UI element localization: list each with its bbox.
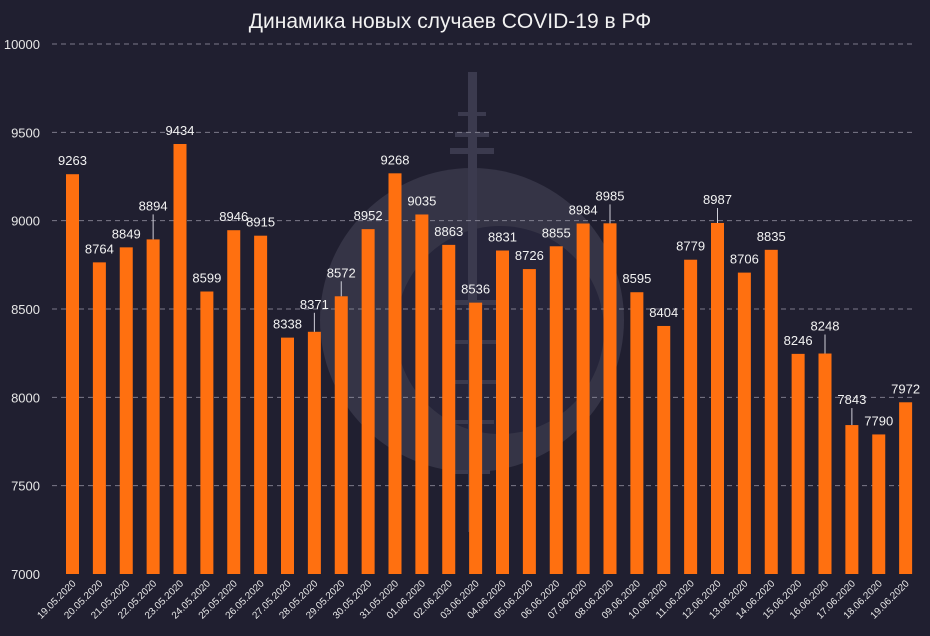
bar (603, 223, 617, 575)
data-label: 8764 (85, 241, 114, 256)
data-label-leaders (152, 204, 853, 426)
data-label: 8338 (273, 317, 302, 332)
data-label: 8849 (112, 226, 141, 241)
bar (764, 249, 778, 575)
bar (818, 353, 832, 574)
data-label: 8726 (515, 248, 544, 263)
data-label: 7790 (864, 413, 893, 428)
bar (146, 239, 160, 575)
bar (576, 223, 590, 574)
data-label: 8246 (784, 333, 813, 348)
data-label: 9263 (58, 153, 87, 168)
data-label: 8984 (569, 202, 598, 217)
data-label: 8915 (246, 215, 275, 230)
bar (791, 353, 805, 574)
bar (92, 262, 106, 574)
chart-title: Динамика новых случаев COVID-19 в РФ (249, 10, 651, 33)
data-label: 8855 (542, 225, 571, 240)
data-label: 8404 (649, 305, 678, 320)
data-label: 9268 (381, 152, 410, 167)
data-label: 8985 (596, 188, 625, 203)
bar (737, 272, 751, 574)
data-label: 7972 (891, 381, 920, 396)
bar (657, 325, 671, 574)
data-label: 8248 (811, 319, 840, 334)
y-tick-label: 10000 (4, 37, 40, 52)
bar (522, 269, 536, 574)
y-tick-label: 7500 (11, 479, 40, 494)
data-label: 8863 (434, 224, 463, 239)
x-axis-tick-labels: 19.05.202020.05.202021.05.202022.05.2020… (35, 578, 912, 621)
bar (334, 296, 348, 574)
data-label: 8536 (461, 282, 490, 297)
y-tick-label: 9500 (11, 125, 40, 140)
data-label: 8779 (676, 239, 705, 254)
bar (442, 244, 456, 574)
data-label: 8595 (622, 271, 651, 286)
bar (200, 291, 214, 574)
bar (872, 434, 886, 574)
bar (415, 214, 429, 574)
bar (469, 302, 483, 574)
data-label: 9434 (166, 123, 195, 138)
bars (66, 143, 913, 575)
data-label: 8831 (488, 230, 517, 245)
bar (496, 250, 509, 575)
data-label: 8599 (192, 271, 221, 286)
data-label: 8371 (300, 297, 329, 312)
data-label: 8835 (757, 229, 786, 244)
bar (899, 402, 913, 574)
data-label: 8952 (354, 208, 383, 223)
data-label: 8894 (139, 198, 168, 213)
data-label: 9035 (407, 193, 436, 208)
y-tick-label: 8000 (11, 390, 40, 405)
data-label: 8946 (219, 209, 248, 224)
bar (684, 259, 698, 574)
bar (173, 143, 187, 574)
bar (549, 246, 563, 575)
bar (307, 331, 321, 574)
bar (711, 222, 724, 575)
bar (254, 235, 268, 574)
bar (119, 247, 133, 575)
bar (630, 292, 644, 574)
data-label: 7843 (837, 392, 866, 407)
bar (227, 230, 241, 574)
data-label: 8987 (703, 192, 732, 207)
y-tick-label: 8500 (11, 302, 40, 317)
data-label: 8706 (730, 252, 759, 267)
bar (388, 173, 402, 574)
bar (361, 229, 375, 574)
grid-lines (52, 43, 916, 487)
bar (66, 174, 79, 574)
y-tick-label: 9000 (11, 214, 40, 229)
data-label: 8572 (327, 265, 356, 280)
y-tick-label: 7000 (11, 567, 40, 582)
bar (281, 337, 294, 574)
y-axis-tick-labels: 7000 7500 8000 8500 9000 9500 10000 (4, 37, 40, 582)
bar (845, 425, 859, 574)
